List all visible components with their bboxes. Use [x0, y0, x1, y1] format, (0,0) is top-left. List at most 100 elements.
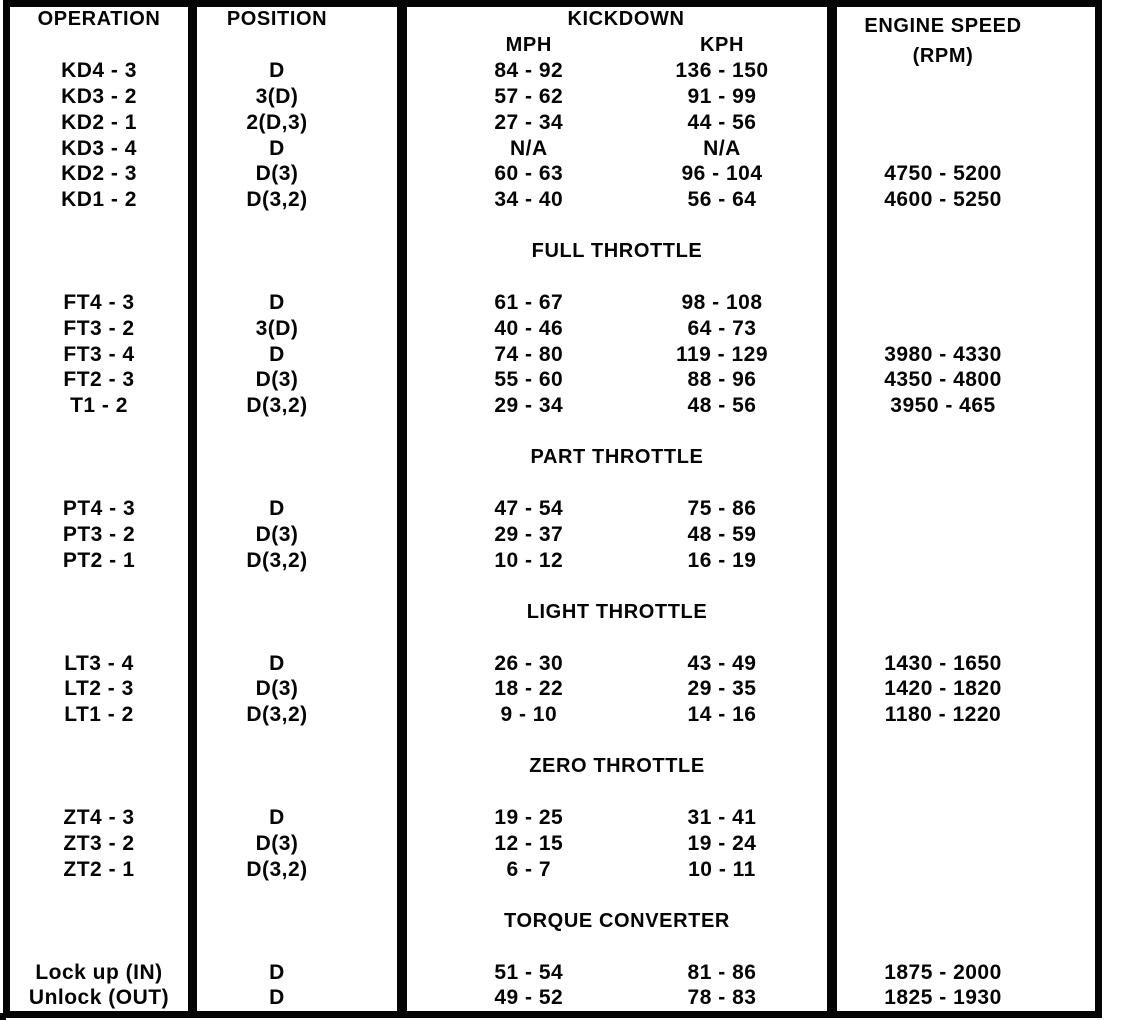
- rpm-cell: 4750 - 5200: [884, 162, 1002, 186]
- column-divider: [188, 805, 197, 831]
- column-divider: [397, 753, 407, 780]
- column-divider: [397, 831, 407, 857]
- column-divider: [827, 779, 837, 806]
- column-divider: [188, 625, 197, 651]
- column-divider: [827, 135, 837, 162]
- kickdown-cell: N/A N/A: [407, 137, 827, 161]
- spacer-row: [10, 882, 1095, 909]
- column-divider: [397, 341, 407, 368]
- section-title-cell: LIGHT THROTTLE: [407, 601, 827, 624]
- column-divider: [827, 882, 837, 909]
- rpm-cell: 4350 - 4800: [884, 368, 1002, 392]
- position-cell: D(3,2): [246, 188, 308, 212]
- operation-cell: FT4 - 3: [63, 291, 135, 315]
- column-divider: [397, 522, 407, 548]
- column-divider: [827, 58, 837, 85]
- rpm-cell: 1180 - 1220: [884, 703, 1002, 727]
- column-divider: [397, 213, 407, 239]
- operation-cell: LT3 - 4: [64, 651, 134, 675]
- column-divider: [827, 213, 837, 239]
- mph-cell: 9 - 10: [500, 703, 558, 727]
- mph-cell: 34 - 40: [494, 188, 564, 212]
- column-divider: [827, 753, 837, 780]
- kph-cell: 98 - 108: [681, 291, 763, 315]
- kph-cell: N/A: [703, 136, 741, 160]
- position-cell: D: [269, 291, 285, 315]
- column-divider: [188, 599, 197, 625]
- column-divider: [397, 187, 407, 213]
- position-cell: D: [269, 342, 285, 366]
- column-divider: [827, 419, 837, 445]
- column-divider: [397, 599, 407, 625]
- operation-cell: FT3 - 4: [63, 342, 135, 366]
- kickdown-cell: 49 - 52 78 - 83: [407, 986, 827, 1010]
- column-divider: [397, 805, 407, 831]
- mph-cell: 29 - 34: [494, 394, 564, 418]
- spacer-row: [10, 213, 1095, 239]
- column-divider: [827, 187, 837, 213]
- column-divider: [188, 985, 197, 1012]
- column-header-mph: MPH: [505, 34, 552, 57]
- column-divider: [397, 650, 407, 677]
- data-row: KD3 - 4 D N/A N/A: [10, 135, 1095, 162]
- operation-cell: LT2 - 3: [64, 677, 134, 701]
- data-row: FT4 - 3 D 61 - 67 98 - 108: [10, 290, 1095, 316]
- column-divider: [188, 264, 197, 291]
- column-divider: [827, 367, 837, 394]
- shift-speed-spec-table: OPERATION POSITION KICKDOWN ENGINE SPEED…: [3, 0, 1102, 1018]
- column-divider: [397, 58, 407, 85]
- column-divider: [188, 58, 197, 85]
- column-divider: [827, 238, 837, 265]
- rpm-cell: 1875 - 2000: [884, 960, 1002, 984]
- column-divider: [188, 908, 197, 934]
- spacer-row: [10, 625, 1095, 651]
- position-cell: D: [269, 59, 285, 83]
- kph-cell: 136 - 150: [675, 59, 769, 83]
- column-divider: [188, 213, 197, 239]
- mph-cell: 55 - 60: [494, 368, 564, 392]
- column-divider: [397, 367, 407, 394]
- mph-cell: 40 - 46: [494, 316, 564, 340]
- column-divider: [827, 32, 837, 59]
- section-title-cell: TORQUE CONVERTER: [407, 910, 827, 933]
- position-cell: D(3): [255, 831, 299, 855]
- column-divider: [188, 110, 197, 136]
- spacer-row: [10, 419, 1095, 445]
- section-title-cell: ZERO THROTTLE: [407, 755, 827, 778]
- column-divider: [397, 393, 407, 419]
- operation-cell: LT1 - 2: [64, 703, 134, 727]
- data-row: FT3 - 4 D 74 - 80 119 - 129 3980 - 4330: [10, 341, 1095, 368]
- section-title: TORQUE CONVERTER: [504, 909, 730, 932]
- data-row: PT3 - 2 D(3) 29 - 37 48 - 59: [10, 522, 1095, 548]
- position-cell: D(3): [255, 522, 299, 546]
- data-row: PT2 - 1 D(3,2) 10 - 12 16 - 19: [10, 547, 1095, 574]
- column-divider: [827, 393, 837, 419]
- rpm-cell: 4600 - 5250: [884, 188, 1002, 212]
- operation-cell: PT4 - 3: [62, 497, 136, 521]
- position-cell: D(3,2): [246, 548, 308, 572]
- column-divider: [397, 702, 407, 728]
- kickdown-cell: 60 - 63 96 - 104: [407, 162, 827, 186]
- kph-cell: 31 - 41: [687, 806, 757, 830]
- data-row: KD2 - 1 2(D,3) 27 - 34 44 - 56: [10, 110, 1095, 136]
- spacer-row: [10, 573, 1095, 600]
- section-title-row: TORQUE CONVERTER: [10, 908, 1095, 934]
- column-divider: [827, 470, 837, 497]
- column-divider: [827, 908, 837, 934]
- kickdown-cell: 55 - 60 88 - 96: [407, 368, 827, 392]
- header-row-2: MPH KPH (RPM): [10, 32, 1095, 67]
- column-divider: [188, 7, 197, 33]
- column-divider: [188, 753, 197, 780]
- column-divider: [188, 393, 197, 419]
- column-divider: [188, 831, 197, 857]
- column-divider: [827, 676, 837, 703]
- column-divider: [397, 547, 407, 574]
- column-divider: [188, 470, 197, 497]
- column-divider: [188, 316, 197, 342]
- section-title-row: ZERO THROTTLE: [10, 753, 1095, 780]
- operation-cell: KD1 - 2: [61, 188, 137, 212]
- kph-cell: 10 - 11: [688, 857, 756, 881]
- column-divider: [827, 7, 837, 33]
- column-divider: [397, 573, 407, 600]
- column-divider: [188, 934, 197, 960]
